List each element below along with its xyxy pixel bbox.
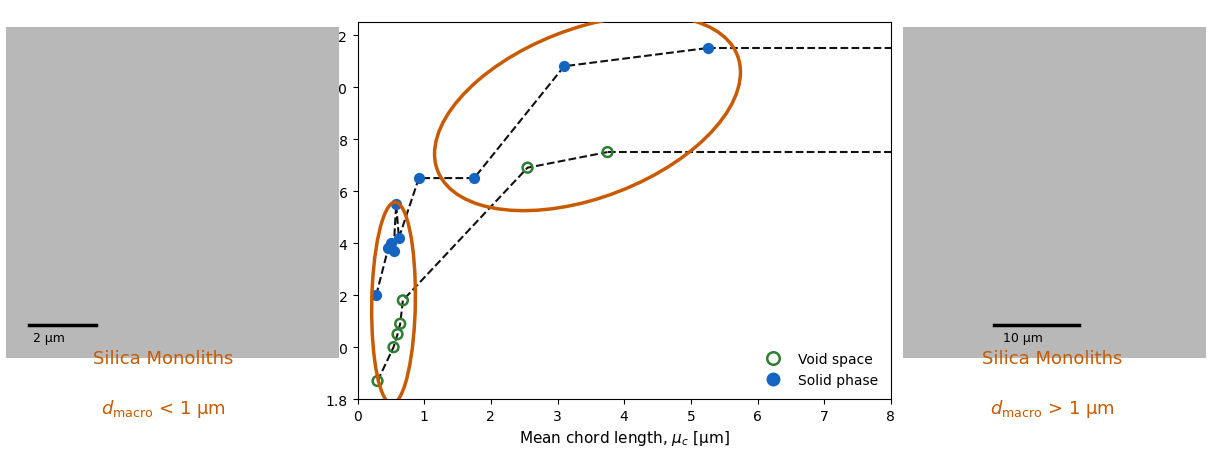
Point [366, 292, 385, 299]
Y-axis label: $k = \mu_c^2/\sigma^2$: $k = \mu_c^2/\sigma^2$ [297, 177, 320, 245]
Point [388, 331, 407, 338]
Point [393, 297, 412, 304]
Point [367, 377, 387, 385]
Legend: Void space, Solid phase: Void space, Solid phase [754, 347, 884, 392]
Point [554, 63, 573, 71]
Point [518, 165, 537, 172]
Point [384, 248, 404, 255]
Text: Silica Monoliths: Silica Monoliths [982, 349, 1122, 367]
Point [598, 149, 617, 157]
Point [389, 235, 408, 242]
Point [698, 45, 718, 53]
Point [410, 175, 429, 182]
Point [378, 245, 398, 252]
Text: $d_{\mathrm{macro}}$ < 1 μm: $d_{\mathrm{macro}}$ < 1 μm [101, 397, 227, 420]
Point [381, 240, 400, 247]
Point [387, 201, 406, 208]
Text: Silica Monoliths: Silica Monoliths [93, 349, 234, 367]
Text: $d_{\mathrm{macro}}$ > 1 μm: $d_{\mathrm{macro}}$ > 1 μm [989, 397, 1115, 420]
Point [384, 344, 404, 351]
Point [464, 175, 484, 182]
Text: 2 μm: 2 μm [33, 331, 64, 345]
X-axis label: Mean chord length, $\mu_c$ [μm]: Mean chord length, $\mu_c$ [μm] [519, 429, 730, 448]
Point [390, 320, 410, 328]
Text: 10 μm: 10 μm [1004, 331, 1042, 345]
